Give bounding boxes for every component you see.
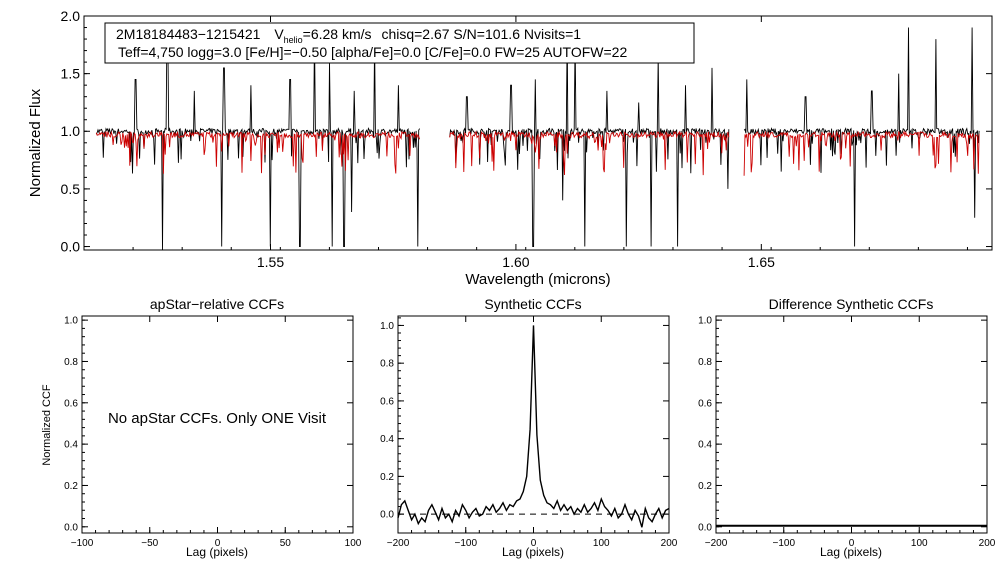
apstar-ccf-x-tick-label: −50 [141, 538, 158, 549]
difference-ccf-y-tick-label: 0.4 [698, 440, 712, 451]
spectrum-series-group [95, 27, 980, 251]
difference-ccf-y-tick-label: 0.8 [698, 357, 712, 368]
fit-stats: chisq=2.67 S/N=101.6 Nvisits=1 [381, 26, 581, 42]
apstar-ccf-x-tick-label: 0 [215, 538, 221, 549]
synthetic-ccf-y-tick-label: 0.6 [380, 396, 394, 407]
apstar-ccf-x-tick-label: 100 [345, 538, 362, 549]
spectrum-x-tick-label: 1.60 [502, 254, 529, 270]
spectrum-observed-chip-2 [449, 27, 730, 247]
spectrum-observed-chip-3 [743, 27, 980, 247]
synthetic-ccf-x-label: Lag (pixels) [502, 545, 564, 559]
star-id: 2M18184483−1215421 [116, 26, 261, 42]
apstar-ccf-y-tick-label: 0.4 [64, 440, 78, 451]
apstar-ccf-y-tick-label: 0.6 [64, 398, 78, 409]
synthetic-ccf-y-tick-label: 0.8 [380, 359, 394, 370]
spectrum-model-chip-2 [449, 130, 730, 176]
apstar-ccf-y-tick-label: 0.8 [64, 357, 78, 368]
apstar-ccf-ticks: −100 −50 0 50 100 0.0 0.2 0.4 0.6 0.8 1.0 [64, 316, 362, 549]
difference-ccf-x-tick-label: −100 [772, 538, 795, 549]
synthetic-ccf-plot [397, 325, 670, 528]
difference-ccf-y-tick-label: 0.6 [698, 398, 712, 409]
difference-ccf-x-label: Lag (pixels) [820, 545, 882, 559]
spectrum-x-tick-label: 1.55 [257, 254, 284, 270]
spectrum-y-tick-label: 1.5 [61, 66, 81, 82]
synthetic-ccf-x-tick-label: 200 [661, 538, 678, 549]
apstar-ccf-y-tick-label: 1.0 [64, 316, 78, 327]
spectrum-y-tick-label: 0.5 [61, 181, 81, 197]
synthetic-ccf-x-tick-label: 100 [593, 538, 610, 549]
synthetic-ccf-y-tick-label: 1.0 [380, 321, 394, 332]
apstar-ccf-x-tick-label: −100 [71, 538, 94, 549]
difference-ccf-frame [715, 315, 988, 534]
spectrum-model-chip-3 [743, 130, 980, 176]
info-line-1: 2M18184483−1215421 Vhelio=6.28 km/s chis… [116, 26, 581, 45]
spectrum-x-tick-label: 1.65 [748, 254, 775, 270]
stellar-params: Teff=4,750 logg=3.0 [Fe/H]=−0.50 [alpha/… [118, 44, 627, 60]
apstar-ccf-x-tick-label: 50 [280, 538, 292, 549]
vhelio-label: V [274, 26, 284, 42]
info-box-frame [104, 22, 695, 64]
synthetic-ccf-panel: −200 −100 0 100 200 0.0 0.2 0.4 0.6 0.8 1.0 Synthe… [380, 296, 678, 559]
spectrum-y-tick-label: 2.0 [61, 8, 81, 24]
difference-ccf-y-tick-label: 0.2 [698, 481, 712, 492]
synthetic-ccf-y-tick-label: 0.4 [380, 434, 394, 445]
apstar-ccf-y-tick-label: 0.2 [64, 481, 78, 492]
difference-ccf-x-tick-label: 100 [911, 538, 928, 549]
spectrum-y-tick-label: 1.0 [61, 123, 81, 139]
synthetic-ccf-title: Synthetic CCFs [484, 296, 581, 312]
no-ccf-message: No apStar CCFs. Only ONE Visit [108, 410, 327, 427]
difference-ccf-y-tick-label: 0.0 [698, 522, 712, 533]
synthetic-ccf-x-tick-label: 0 [531, 538, 537, 549]
apstar-ccf-panel: −100 −50 0 50 100 0.0 0.2 0.4 0.6 0.8 1.0 apStar−r… [41, 296, 362, 559]
synthetic-ccf-x-tick-label: −200 [387, 538, 410, 549]
synthetic-ccf-x-tick-label: −100 [454, 538, 477, 549]
vhelio-value: =6.28 km/s [303, 26, 372, 42]
synthetic-ccf-frame [397, 315, 670, 534]
vhelio-subscript: helio [284, 35, 303, 45]
difference-ccf-panel: −200 −100 0 100 200 0.0 0.2 0.4 0.6 0.8 1.0 Differ… [698, 296, 996, 559]
synthetic-ccf-y-tick-label: 0.0 [380, 510, 394, 521]
difference-ccf-y-tick-label: 1.0 [698, 316, 712, 327]
difference-ccf-title: Difference Synthetic CCFs [769, 296, 934, 312]
apstar-ccf-y-tick-label: 0.0 [64, 522, 78, 533]
difference-ccf-ticks: −200 −100 0 100 200 0.0 0.2 0.4 0.6 0.8 1.0 [698, 316, 996, 549]
synthetic-ccf-curve [397, 325, 670, 528]
difference-ccf-x-tick-label: 0 [849, 538, 855, 549]
apstar-ccf-y-label: Normalized CCF [41, 384, 53, 466]
synthetic-ccf-y-tick-label: 0.2 [380, 472, 394, 483]
spectrum-info-box: 2M18184483−1215421 Vhelio=6.28 km/s chis… [104, 22, 695, 64]
spectrum-ticks: 1.55 1.60 1.65 0.0 0.5 1.0 1.5 2.0 [61, 8, 992, 270]
spectrum-frame [83, 15, 993, 251]
synthetic-ccf-ticks: −200 −100 0 100 200 0.0 0.2 0.4 0.6 0.8 1.0 [380, 316, 678, 549]
spectrum-model-chip-1 [95, 130, 421, 174]
spectrum-y-tick-label: 0.0 [61, 238, 81, 254]
apstar-ccf-title: apStar−relative CCFs [150, 296, 284, 312]
spectrum-y-label: Normalized Flux [27, 88, 44, 197]
spectrum-x-label: Wavelength (microns) [465, 271, 610, 288]
difference-ccf-x-tick-label: 200 [979, 538, 996, 549]
difference-ccf-x-tick-label: −200 [705, 538, 728, 549]
apstar-ccf-x-label: Lag (pixels) [186, 545, 248, 559]
spectrum-panel: 1.55 1.60 1.65 0.0 0.5 1.0 1.5 2.0 Normalized F… [27, 8, 993, 288]
